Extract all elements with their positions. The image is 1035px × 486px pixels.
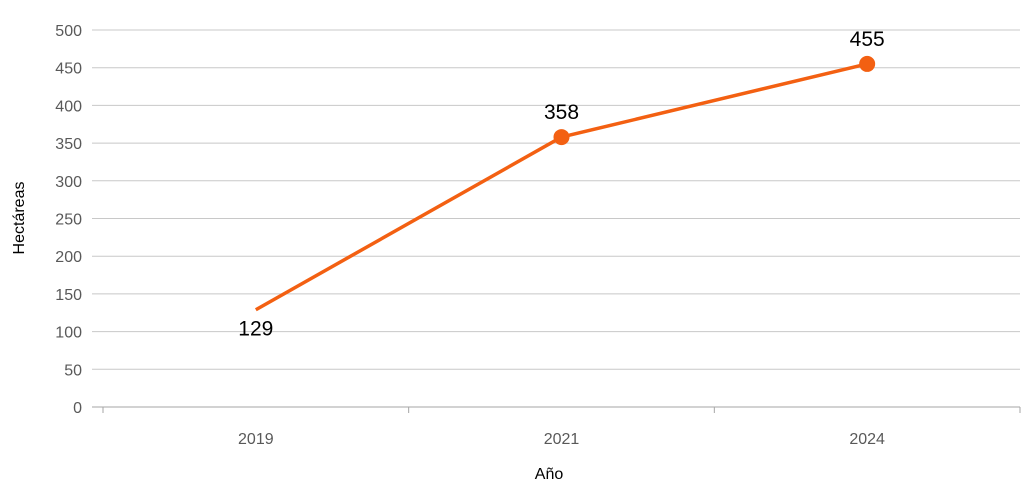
y-tick-label: 150 bbox=[55, 287, 82, 304]
y-tick-label: 250 bbox=[55, 212, 82, 229]
data-label: 358 bbox=[544, 101, 579, 124]
y-tick-label: 450 bbox=[55, 61, 82, 78]
gridlines bbox=[92, 29, 1020, 370]
y-tick-label: 200 bbox=[55, 249, 82, 266]
y-axis-ticks: 0 50 100 150 200 250 300 350 400 450 500 bbox=[55, 23, 82, 417]
x-tick-label: 2019 bbox=[238, 431, 274, 448]
y-tick-label: 500 bbox=[55, 23, 82, 40]
y-tick-label: 100 bbox=[55, 325, 82, 342]
x-tick-label: 2024 bbox=[849, 431, 885, 448]
x-axis-title: Año bbox=[535, 466, 564, 483]
data-point-marker bbox=[859, 55, 876, 72]
data-point-marker bbox=[553, 129, 570, 146]
y-tick-label: 50 bbox=[64, 362, 82, 379]
data-labels: 129 358 455 bbox=[238, 28, 884, 341]
data-label: 455 bbox=[850, 28, 885, 51]
data-label: 129 bbox=[238, 318, 273, 341]
series bbox=[254, 55, 876, 312]
y-tick-label: 300 bbox=[55, 174, 82, 191]
x-axis: 2019 2021 2024 bbox=[92, 406, 1021, 448]
y-tick-label: 400 bbox=[55, 98, 82, 115]
y-tick-label: 0 bbox=[73, 400, 82, 417]
y-tick-label: 350 bbox=[55, 136, 82, 153]
y-axis-title: Hectáreas bbox=[11, 182, 28, 255]
x-tick-label: 2021 bbox=[544, 431, 580, 448]
